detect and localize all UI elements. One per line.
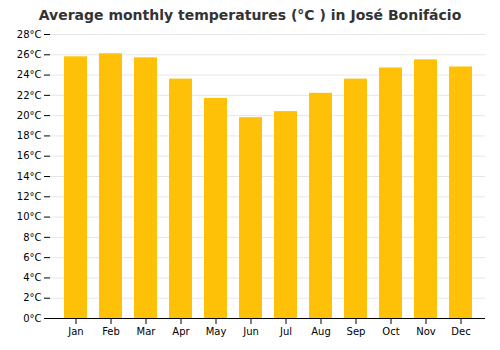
svg-text:Mar: Mar bbox=[137, 326, 157, 337]
svg-text:Dec: Dec bbox=[451, 326, 470, 337]
svg-text:12°C: 12°C bbox=[17, 191, 42, 202]
svg-text:Aug: Aug bbox=[311, 326, 331, 337]
svg-text:Nov: Nov bbox=[416, 326, 436, 337]
svg-text:8°C: 8°C bbox=[23, 232, 41, 243]
html-text:Average monthly temperatures (: Average monthly temperatures (°C ) in Jo… bbox=[38, 7, 462, 23]
svg-text:Jan: Jan bbox=[67, 326, 83, 337]
svg-text:24°C: 24°C bbox=[17, 69, 42, 80]
svg-text:4°C: 4°C bbox=[23, 272, 41, 283]
svg-text:10°C: 10°C bbox=[17, 211, 42, 222]
svg-text:0°C: 0°C bbox=[23, 313, 41, 324]
svg-text:18°C: 18°C bbox=[17, 130, 42, 141]
svg-text:Apr: Apr bbox=[172, 326, 190, 337]
svg-text:Jul: Jul bbox=[279, 326, 292, 337]
svg-text:16°C: 16°C bbox=[17, 150, 42, 161]
svg-text:14°C: 14°C bbox=[17, 171, 42, 182]
svg-text:6°C: 6°C bbox=[23, 252, 41, 263]
svg-text:Feb: Feb bbox=[102, 326, 120, 337]
svg-text:26°C: 26°C bbox=[17, 49, 42, 60]
svg-text:20°C: 20°C bbox=[17, 110, 42, 121]
svg-text:22°C: 22°C bbox=[17, 90, 42, 101]
svg-text:28°C: 28°C bbox=[17, 29, 42, 40]
svg-text:Oct: Oct bbox=[382, 326, 399, 337]
svg-text:2°C: 2°C bbox=[23, 292, 41, 303]
svg-text:Sep: Sep bbox=[347, 326, 366, 337]
svg-text:Jun: Jun bbox=[242, 326, 259, 337]
svg-text:May: May bbox=[206, 326, 227, 337]
